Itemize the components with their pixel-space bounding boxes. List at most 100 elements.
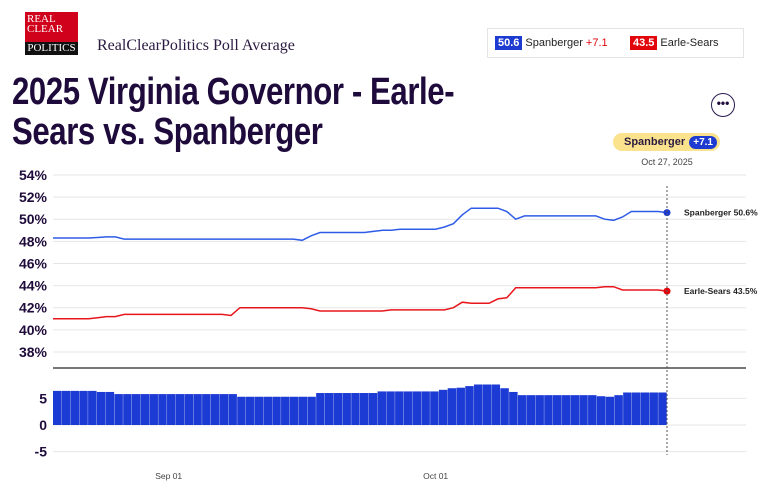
legend-delta: +7.1 (585, 37, 608, 49)
spread-bar (342, 393, 351, 425)
spread-bar (237, 396, 246, 425)
leader-spread: +7.1 (689, 135, 717, 149)
spread-bar (368, 393, 378, 425)
spread-bar (298, 396, 308, 425)
spread-bar (131, 394, 141, 425)
title-line-1: 2025 Virginia Governor - Earle- (12, 71, 455, 113)
spread-bar (272, 396, 281, 425)
spread-bar (386, 391, 395, 425)
y-tick-label: 54% (19, 167, 48, 183)
spread-bar (70, 390, 80, 425)
y-tick-label: -5 (35, 444, 48, 460)
spread-bar (53, 390, 62, 425)
spread-bar (167, 394, 176, 425)
spread-bar (123, 394, 132, 425)
spread-bar (88, 390, 97, 425)
legend-name: Spanberger (525, 37, 583, 49)
spread-bar (360, 393, 369, 425)
spread-bar (61, 390, 71, 425)
legend-value: 50.6 (495, 36, 523, 50)
spread-bar (579, 395, 588, 425)
spread-bar (149, 394, 158, 425)
series-line-spanberger (53, 207, 668, 242)
y-tick-label: 0 (39, 417, 47, 433)
spread-bar (403, 391, 413, 425)
legend-name: Earle-Sears (660, 37, 719, 49)
current-date: Oct 27, 2025 (641, 157, 693, 167)
y-tick-label: 40% (19, 322, 48, 338)
spread-bar (395, 391, 404, 425)
spread-bar (263, 396, 272, 425)
legend-spanberger[interactable]: 50.6 Spanberger +7.1 (495, 36, 608, 50)
spread-bar (491, 384, 501, 425)
poll-average-subtitle: RealClearPolitics Poll Average (97, 37, 295, 54)
spread-bar (517, 395, 527, 425)
spread-bar (482, 384, 492, 425)
spread-bar (114, 394, 123, 425)
spread-bar (96, 391, 106, 425)
spread-bar (605, 396, 615, 425)
spread-bar (193, 394, 202, 425)
spread-bar (570, 395, 579, 425)
spread-bar (184, 394, 194, 425)
spread-bar (430, 391, 439, 425)
spread-bar (412, 391, 422, 425)
rcp-logo[interactable]: REAL CLEAR POLITICS (25, 12, 78, 55)
spread-bar (438, 389, 448, 425)
spread-bar (219, 394, 229, 425)
spread-bar (333, 393, 343, 425)
legend-value: 43.5 (630, 36, 658, 50)
y-tick-label: 44% (19, 278, 48, 294)
spread-bar (631, 392, 641, 425)
y-tick-label: 52% (19, 189, 48, 205)
series-end-label: Spanberger 50.6% (684, 208, 758, 218)
y-tick-label: 48% (19, 233, 48, 249)
spread-bar (324, 393, 334, 425)
spread-bar (377, 391, 387, 425)
spread-bar (474, 384, 483, 425)
spread-bar (649, 392, 658, 425)
spread-bar (307, 396, 316, 425)
spread-bar (614, 395, 623, 425)
spread-bar (289, 396, 299, 425)
y-tick-label: 5 (39, 390, 47, 406)
y-tick-label: 38% (19, 344, 48, 360)
spread-bar (351, 393, 360, 425)
series-endpoint (663, 209, 671, 217)
leader-name: Spanberger (624, 136, 686, 148)
spread-bar (535, 395, 544, 425)
spread-bar (544, 395, 553, 425)
spread-bar (421, 391, 430, 425)
more-options-button[interactable]: ••• (711, 93, 735, 117)
spread-bar (228, 394, 237, 425)
series-line-earle-sears (53, 285, 668, 320)
spread-bar (202, 394, 211, 425)
spread-bar (105, 391, 115, 425)
spread-bar (254, 396, 264, 425)
spread-bar (561, 395, 571, 425)
spread-bar (79, 390, 88, 425)
spread-bar (245, 396, 255, 425)
leader-badge: Spanberger +7.1 (613, 133, 720, 151)
legend-earle-sears[interactable]: 43.5 Earle-Sears (630, 36, 719, 50)
spread-bar (447, 388, 457, 425)
spread-bar (140, 394, 150, 425)
spread-bar (658, 392, 667, 425)
spread-bar (210, 394, 220, 425)
spread-bar (596, 396, 606, 425)
spread-bar (465, 386, 474, 425)
series-end-label: Earle-Sears 43.5% (684, 286, 758, 296)
spread-bar (158, 394, 167, 425)
spread-bar (623, 392, 632, 425)
y-tick-label: 42% (19, 300, 48, 316)
title-line-2: Sears vs. Spanberger (12, 111, 323, 153)
x-tick-label: Oct 01 (423, 471, 448, 481)
spread-bar (175, 394, 185, 425)
spread-bar (281, 396, 290, 425)
spread-bar (500, 388, 509, 425)
spread-bar (509, 391, 518, 425)
spread-bar (456, 387, 465, 425)
y-tick-label: 50% (19, 211, 48, 227)
spread-bar (316, 393, 325, 425)
